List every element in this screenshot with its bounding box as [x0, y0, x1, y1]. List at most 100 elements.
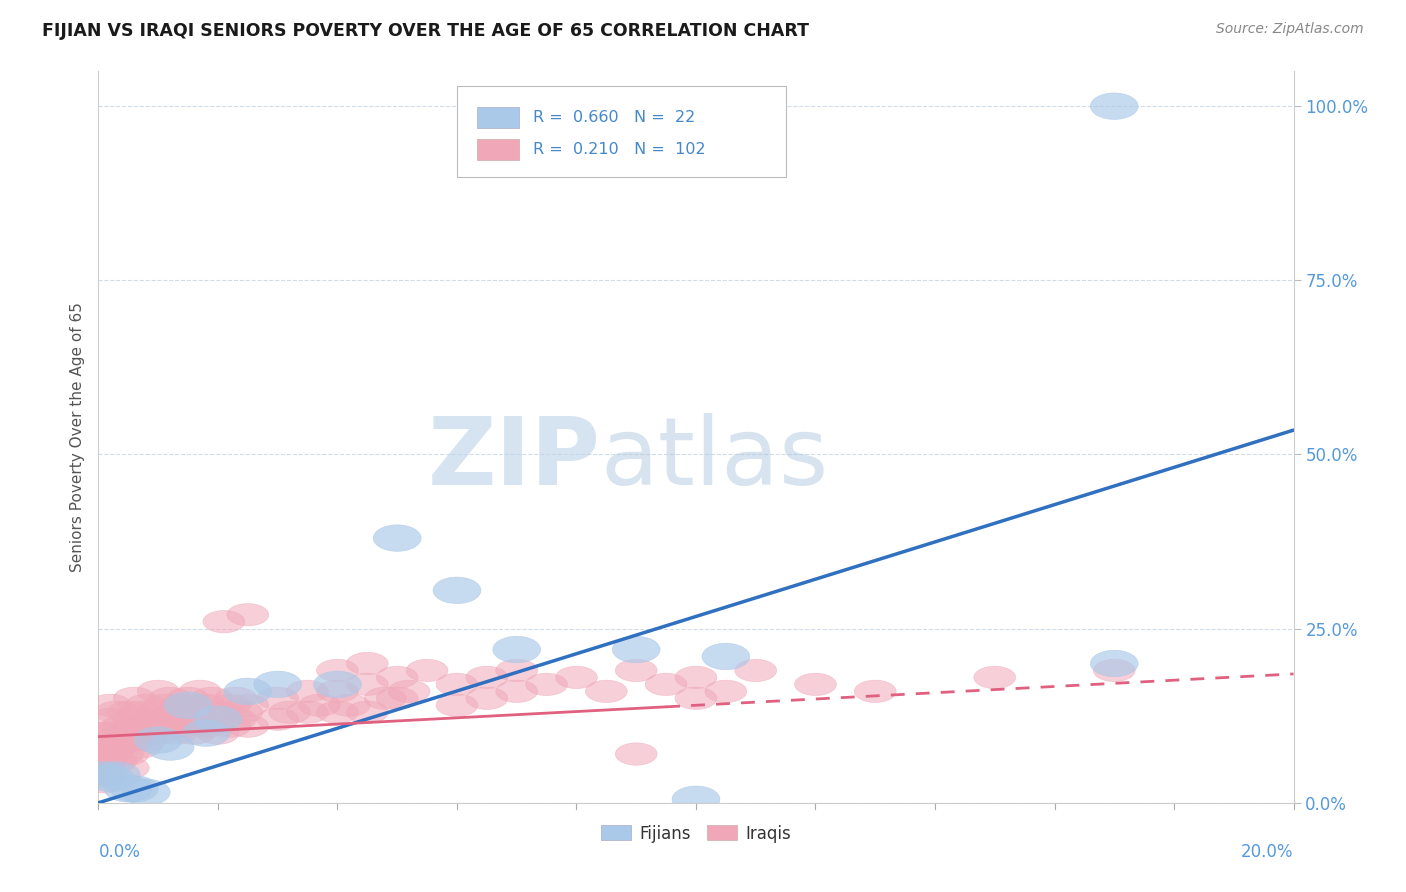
Ellipse shape	[215, 687, 257, 709]
Ellipse shape	[974, 666, 1015, 689]
Ellipse shape	[191, 687, 233, 709]
Ellipse shape	[704, 681, 747, 703]
Ellipse shape	[173, 701, 215, 723]
Ellipse shape	[377, 687, 418, 709]
Ellipse shape	[316, 701, 359, 723]
Bar	[477, 139, 519, 160]
Ellipse shape	[155, 701, 197, 723]
Ellipse shape	[465, 687, 508, 709]
Ellipse shape	[364, 687, 406, 709]
Ellipse shape	[111, 776, 159, 802]
Ellipse shape	[197, 701, 239, 723]
Ellipse shape	[101, 715, 143, 738]
Ellipse shape	[83, 764, 125, 786]
Ellipse shape	[96, 701, 138, 723]
Text: atlas: atlas	[600, 413, 828, 505]
Ellipse shape	[83, 771, 125, 793]
Ellipse shape	[496, 681, 537, 703]
Ellipse shape	[465, 666, 508, 689]
Ellipse shape	[675, 687, 717, 709]
Ellipse shape	[162, 694, 202, 716]
Ellipse shape	[114, 729, 155, 751]
Ellipse shape	[125, 729, 167, 751]
Ellipse shape	[90, 694, 131, 716]
Ellipse shape	[96, 722, 138, 744]
Ellipse shape	[209, 694, 250, 716]
Ellipse shape	[616, 659, 657, 681]
Ellipse shape	[224, 678, 271, 705]
Ellipse shape	[93, 762, 141, 789]
Ellipse shape	[120, 736, 162, 758]
Ellipse shape	[388, 681, 430, 703]
Text: R =  0.660   N =  22: R = 0.660 N = 22	[533, 110, 696, 125]
Ellipse shape	[179, 681, 221, 703]
Ellipse shape	[1091, 93, 1139, 120]
Ellipse shape	[287, 681, 329, 703]
Ellipse shape	[146, 734, 194, 760]
Ellipse shape	[80, 762, 128, 789]
Text: 0.0%: 0.0%	[98, 843, 141, 861]
Bar	[477, 107, 519, 128]
Ellipse shape	[613, 636, 661, 663]
Ellipse shape	[131, 708, 173, 731]
Ellipse shape	[346, 673, 388, 696]
Ellipse shape	[90, 743, 131, 765]
Ellipse shape	[107, 756, 149, 779]
Ellipse shape	[138, 701, 179, 723]
Ellipse shape	[702, 643, 749, 670]
Ellipse shape	[179, 708, 221, 731]
Ellipse shape	[616, 743, 657, 765]
Ellipse shape	[316, 681, 359, 703]
Ellipse shape	[183, 720, 231, 747]
Ellipse shape	[377, 666, 418, 689]
Ellipse shape	[96, 750, 138, 772]
Ellipse shape	[114, 687, 155, 709]
Ellipse shape	[226, 715, 269, 738]
Ellipse shape	[316, 659, 359, 681]
Ellipse shape	[107, 722, 149, 744]
Ellipse shape	[155, 722, 197, 744]
Ellipse shape	[135, 727, 183, 754]
Ellipse shape	[494, 636, 541, 663]
Ellipse shape	[855, 681, 896, 703]
Ellipse shape	[167, 708, 209, 731]
Ellipse shape	[167, 687, 209, 709]
Ellipse shape	[165, 692, 212, 719]
Ellipse shape	[162, 715, 202, 738]
Ellipse shape	[101, 729, 143, 751]
Ellipse shape	[202, 610, 245, 632]
Ellipse shape	[406, 659, 449, 681]
Ellipse shape	[83, 750, 125, 772]
Ellipse shape	[226, 604, 269, 626]
Ellipse shape	[257, 708, 298, 731]
Ellipse shape	[90, 729, 131, 751]
Ellipse shape	[433, 577, 481, 604]
Ellipse shape	[83, 722, 125, 744]
Ellipse shape	[526, 673, 568, 696]
Ellipse shape	[83, 756, 125, 779]
Ellipse shape	[209, 715, 250, 738]
Ellipse shape	[83, 743, 125, 765]
FancyBboxPatch shape	[457, 86, 786, 178]
Ellipse shape	[125, 715, 167, 738]
Ellipse shape	[1091, 650, 1139, 677]
Ellipse shape	[194, 706, 242, 732]
Ellipse shape	[104, 776, 152, 802]
Text: Source: ZipAtlas.com: Source: ZipAtlas.com	[1216, 22, 1364, 37]
Ellipse shape	[143, 715, 186, 738]
Ellipse shape	[101, 743, 143, 765]
Ellipse shape	[257, 687, 298, 709]
Ellipse shape	[149, 687, 191, 709]
Ellipse shape	[173, 722, 215, 744]
Ellipse shape	[436, 694, 478, 716]
Ellipse shape	[114, 708, 155, 731]
Ellipse shape	[329, 694, 370, 716]
Ellipse shape	[107, 701, 149, 723]
Ellipse shape	[346, 701, 388, 723]
Legend: Fijians, Iraqis: Fijians, Iraqis	[593, 818, 799, 849]
Ellipse shape	[1094, 659, 1135, 681]
Ellipse shape	[122, 779, 170, 805]
Ellipse shape	[254, 671, 302, 698]
Ellipse shape	[215, 708, 257, 731]
Ellipse shape	[83, 722, 125, 744]
